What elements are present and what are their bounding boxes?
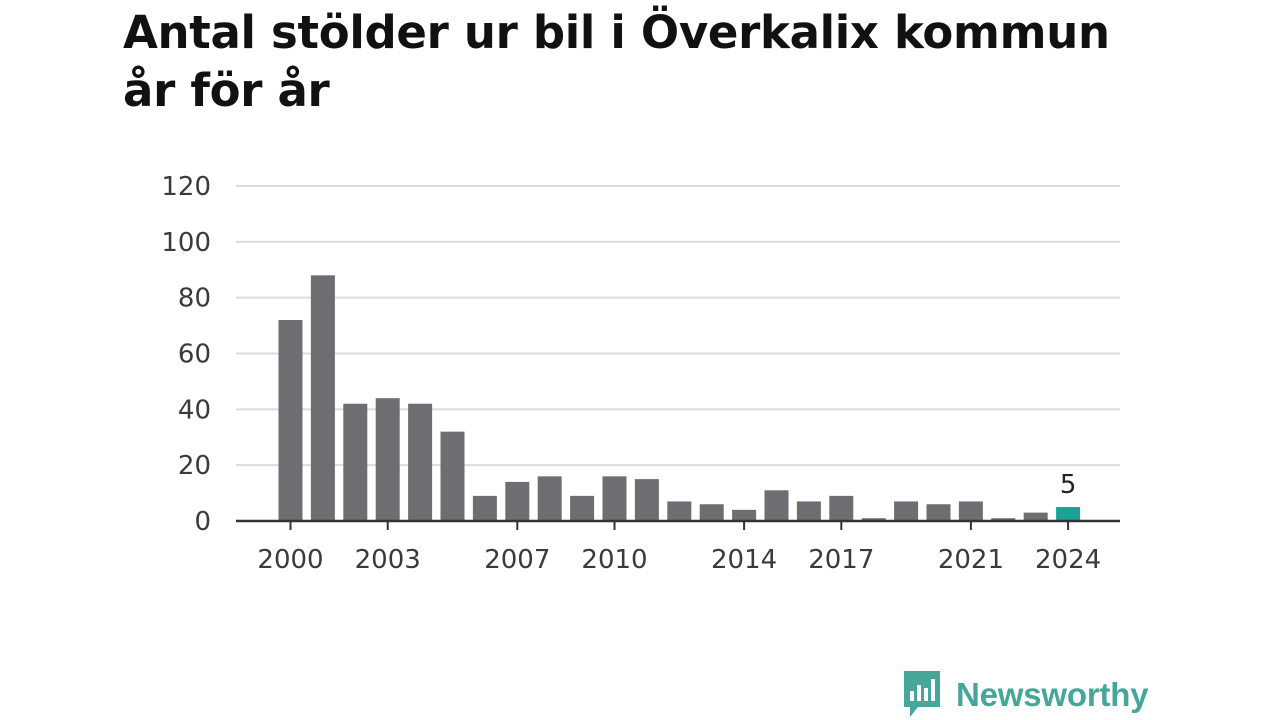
bar-2002 xyxy=(343,403,368,521)
y-tick-label-60: 60 xyxy=(178,340,211,370)
bar-2008 xyxy=(537,476,562,521)
bar-2009 xyxy=(570,495,595,521)
gridlines xyxy=(236,185,1120,467)
bar-2017 xyxy=(829,495,854,521)
bar-2006 xyxy=(472,495,497,521)
y-tick-label-20: 20 xyxy=(178,451,211,481)
chart-title-line-2: år för år xyxy=(123,64,330,117)
bar-2010 xyxy=(602,476,627,521)
chart-title-line-1: Antal stölder ur bil i Överkalix kommun xyxy=(123,6,1110,59)
bar-2003 xyxy=(375,398,400,521)
brand-name: Newsworthy xyxy=(956,676,1149,713)
bar-2013 xyxy=(699,504,724,521)
bar-2004 xyxy=(408,403,433,521)
y-tick-label-100: 100 xyxy=(161,228,211,258)
x-tick-label-2000: 2000 xyxy=(257,545,323,575)
bar-2005 xyxy=(440,431,465,521)
x-tick-label-2003: 2003 xyxy=(355,545,421,575)
bar-2020 xyxy=(926,504,951,521)
bar-2023 xyxy=(1023,512,1048,521)
bar-2021 xyxy=(958,501,983,521)
bar-2001 xyxy=(310,275,335,521)
bar-2019 xyxy=(894,501,919,521)
bar-2016 xyxy=(796,501,821,521)
bars xyxy=(278,275,1081,521)
newsworthy-logo: Newsworthy xyxy=(902,671,1149,719)
x-tick-label-2014: 2014 xyxy=(711,545,777,575)
chart-title: Antal stölder ur bil i Överkalix kommun … xyxy=(123,4,1223,120)
newsworthy-logo-icon xyxy=(904,671,940,717)
data-labels: 5 xyxy=(1060,470,1077,500)
bar-2018 xyxy=(861,518,886,521)
bar-2011 xyxy=(634,479,659,521)
bar-2007 xyxy=(505,481,530,521)
bar-2012 xyxy=(667,501,692,521)
y-tick-label-80: 80 xyxy=(178,284,211,314)
x-axis-tick-labels: 2000 2003 2007 2010 2014 2017 2021 2024 xyxy=(257,521,1101,575)
x-tick-label-2021: 2021 xyxy=(938,545,1004,575)
data-label-2024: 5 xyxy=(1060,470,1077,500)
bar-2024 xyxy=(1056,507,1081,521)
x-tick-label-2024: 2024 xyxy=(1035,545,1101,575)
x-tick-label-2010: 2010 xyxy=(581,545,647,575)
bar-2022 xyxy=(991,518,1016,521)
x-tick-label-2007: 2007 xyxy=(484,545,550,575)
y-axis-tick-labels: 0 20 40 60 80 100 120 xyxy=(161,172,211,537)
bar-2014 xyxy=(732,509,757,521)
bar-2000 xyxy=(278,320,303,521)
bar-2015 xyxy=(764,490,789,521)
x-tick-label-2017: 2017 xyxy=(808,545,874,575)
y-tick-label-40: 40 xyxy=(178,395,211,425)
y-tick-label-0: 0 xyxy=(194,507,211,537)
y-tick-label-120: 120 xyxy=(161,172,211,202)
